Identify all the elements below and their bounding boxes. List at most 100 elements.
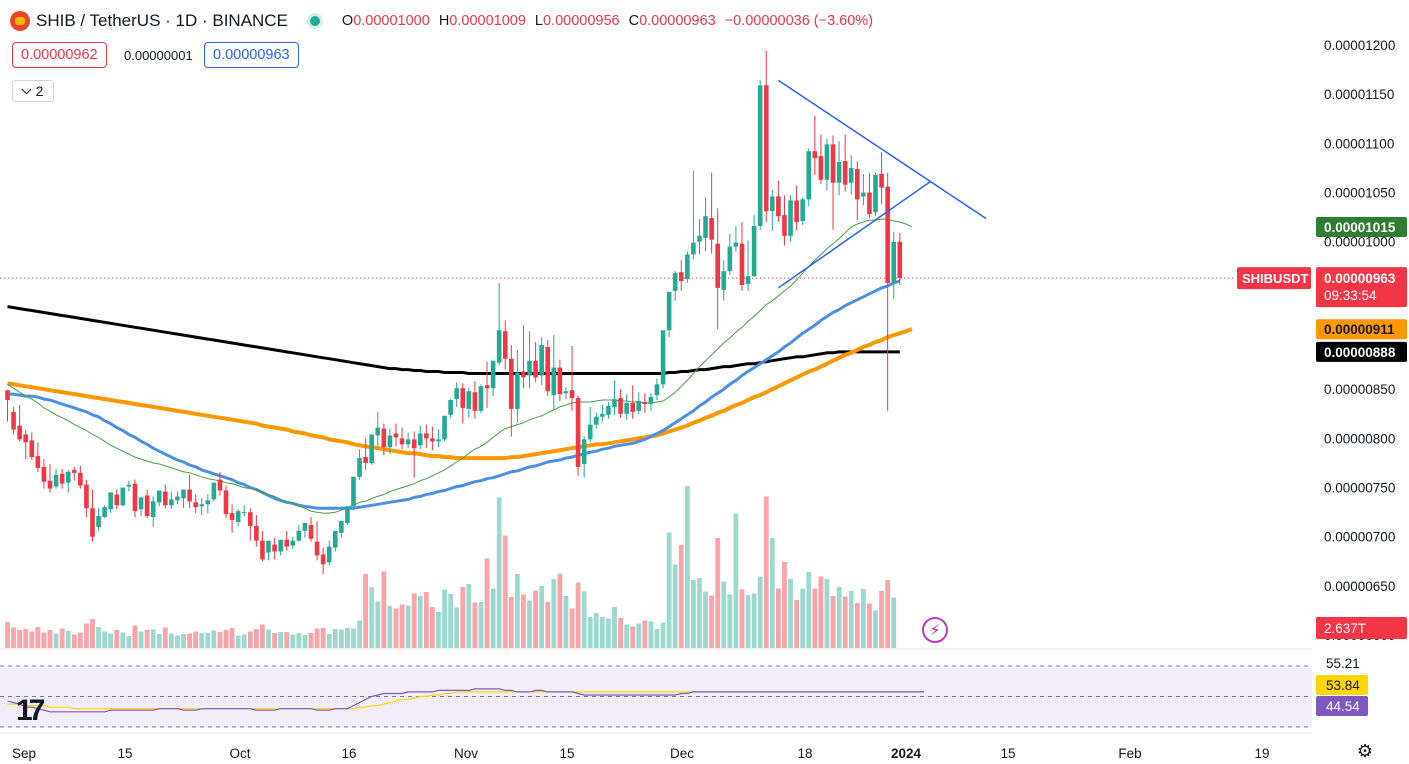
volume-bar <box>715 538 721 648</box>
volume-bar <box>709 595 715 648</box>
candle <box>393 423 399 447</box>
tradingview-logo[interactable]: 17 <box>16 694 45 727</box>
buy-button[interactable]: 0.00000963 <box>204 42 299 68</box>
volume-bar <box>563 596 569 648</box>
candle <box>660 330 666 389</box>
ma20-price-label: 0.00001015 <box>1316 216 1407 237</box>
volume-bar <box>375 601 381 648</box>
candle <box>824 138 830 191</box>
low-value: 0.00000956 <box>542 13 620 29</box>
candle <box>436 429 441 448</box>
candle <box>484 361 490 408</box>
volume-bar <box>478 602 484 648</box>
volume-bar <box>290 634 296 648</box>
ma200-price-value: 0.00000888 <box>1324 345 1396 360</box>
candle <box>836 141 842 196</box>
candle <box>175 491 180 505</box>
time-tick-label: 18 <box>797 746 812 761</box>
sell-button[interactable]: 0.00000962 <box>12 42 107 68</box>
upper-trendline-extension <box>954 196 987 220</box>
volume-bar <box>96 627 101 648</box>
price-tick-label: 0.00000750 <box>1324 481 1395 496</box>
volume-bar <box>296 633 302 648</box>
volume-bar <box>217 632 223 648</box>
lower-trendline[interactable] <box>777 181 931 289</box>
candle <box>648 393 654 411</box>
volume-bar <box>842 596 848 648</box>
volume-bar <box>332 629 338 648</box>
volume-bar <box>848 591 854 648</box>
volume-bar <box>320 628 326 648</box>
rsi-pane: 55.21 53.84 44.54 <box>0 656 1368 728</box>
candle <box>114 489 120 510</box>
volume-bar <box>782 562 787 648</box>
volume-bar <box>162 627 168 648</box>
candle <box>223 485 229 519</box>
volume-bar <box>430 607 435 648</box>
candle <box>624 394 629 420</box>
volume-bar <box>326 634 332 648</box>
candle <box>563 387 569 400</box>
volume-bar <box>691 580 696 648</box>
candle <box>842 134 848 192</box>
time-tick-label: 19 <box>1254 746 1269 761</box>
rsi-ma-value: 53.84 <box>1326 678 1360 693</box>
volume-bar <box>769 538 775 648</box>
candle <box>339 521 344 538</box>
candle <box>345 506 350 525</box>
volume-bar <box>636 623 642 648</box>
volume-bar <box>599 617 605 648</box>
candle <box>387 428 393 455</box>
candle <box>460 383 466 424</box>
high-label: H <box>438 13 450 29</box>
time-axis: Sep 15 Oct 16 Nov 15 Dec 18 2024 15 Feb 19 <box>12 746 1270 761</box>
candle <box>685 251 690 284</box>
settings-gear-icon[interactable]: ⚙ <box>1356 741 1374 761</box>
open-value: 0.00001000 <box>353 13 430 29</box>
candle <box>855 161 860 221</box>
candle <box>187 474 192 509</box>
volume-bar <box>654 629 660 648</box>
indicators-toggle-button[interactable]: 2 <box>12 80 54 102</box>
volume-bar <box>454 607 460 648</box>
volume-bar <box>84 623 89 648</box>
volume-bar <box>369 587 375 648</box>
candle <box>53 468 59 489</box>
candle <box>557 359 563 402</box>
ma100-line <box>7 327 913 461</box>
time-tick-label: Nov <box>454 746 478 761</box>
volume-bar <box>187 633 192 648</box>
volume-bar <box>17 630 23 648</box>
volume-bar <box>23 629 29 648</box>
volume-bar <box>175 635 180 648</box>
candle <box>320 547 326 575</box>
candle <box>23 429 29 460</box>
volume-bar <box>666 532 672 648</box>
spread-value: 0.00000001 <box>124 47 193 63</box>
upper-trendline[interactable] <box>777 79 955 199</box>
candle <box>527 331 532 389</box>
candle <box>35 442 41 472</box>
low-label: L <box>534 13 543 29</box>
candle <box>800 197 805 225</box>
candle <box>782 195 787 246</box>
symbol-header: SHIB / TetherUS · 1D · BINANCE O0.000010… <box>10 10 873 32</box>
candle <box>229 504 235 533</box>
time-tick-label: 15 <box>117 746 132 761</box>
volume-bar <box>11 627 16 648</box>
lightning-alert-icon[interactable]: ⚡ <box>922 617 948 643</box>
candle <box>126 480 132 492</box>
candle <box>17 404 22 442</box>
volume-bar <box>824 579 830 648</box>
volume-bar <box>272 633 277 648</box>
candle <box>703 197 708 252</box>
volume-bar <box>363 574 369 648</box>
rsi-upper-level: 55.21 <box>1326 656 1360 671</box>
volume-bar <box>514 574 520 648</box>
volume-bar <box>126 636 132 648</box>
candle <box>108 492 113 514</box>
volume-bar <box>775 588 781 648</box>
symbol-title[interactable]: SHIB / TetherUS · 1D · BINANCE <box>36 11 288 30</box>
candle <box>745 240 751 291</box>
